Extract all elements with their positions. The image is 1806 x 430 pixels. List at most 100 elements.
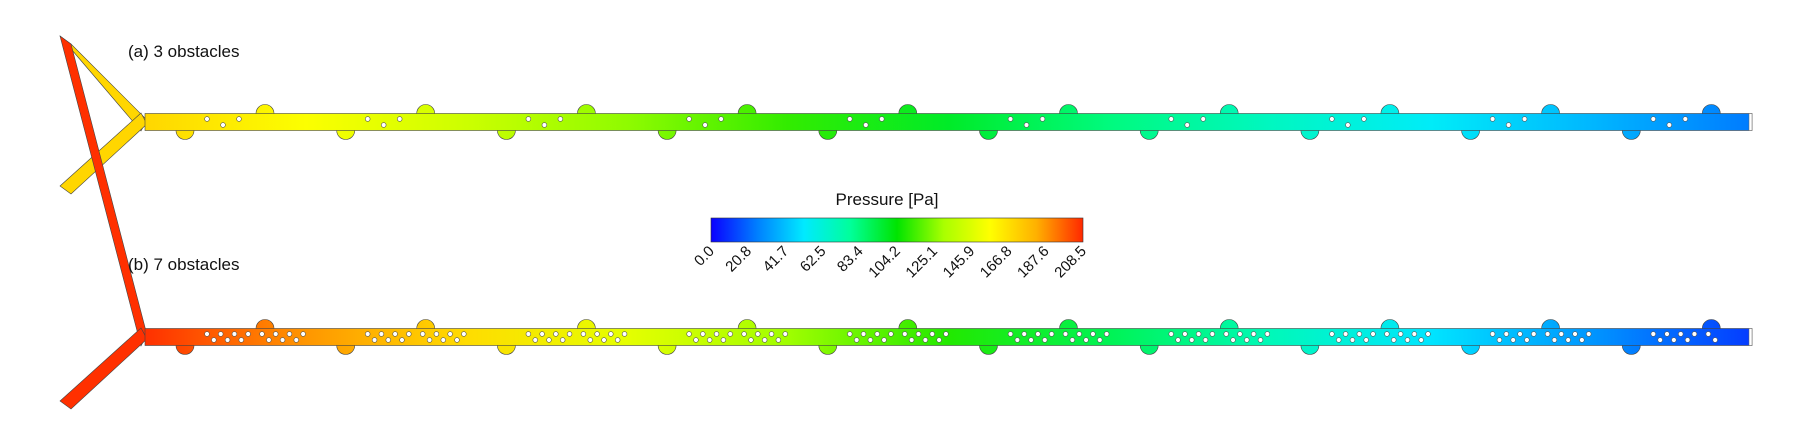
obstacle [1007,331,1014,337]
obstacle [1384,331,1390,337]
obstacle [1397,331,1404,337]
obstacle [204,116,210,122]
obstacle [553,331,559,337]
obstacle [1336,337,1342,343]
obstacle [1007,116,1014,122]
obstacle [1531,331,1537,337]
obstacle [365,116,371,122]
obstacle [1182,331,1188,337]
obstacle [532,337,538,343]
obstacle [755,331,761,337]
obstacle [860,331,867,337]
obstacle [1505,122,1512,128]
obstacle [706,337,713,343]
obstacle [1028,337,1034,343]
inlet-arm-lower [59,327,148,410]
obstacle [847,116,853,122]
obstacle [713,331,720,337]
obstacle [782,331,788,337]
obstacle [220,122,226,128]
obstacle [594,331,600,337]
obstacle [1021,331,1027,337]
obstacle [1691,331,1698,337]
panel-b-channel [59,35,1753,410]
obstacle [1097,337,1103,343]
obstacle [1069,337,1076,343]
obstacle [922,337,929,343]
obstacle [693,337,699,343]
obstacle [1712,337,1718,343]
panel-a-channel [59,35,1753,195]
obstacle [378,331,385,337]
obstacle [1184,122,1190,128]
obstacle [365,331,371,337]
obstacle [440,337,446,343]
obstacle [286,331,293,337]
panel-a-label: (a) 3 obstacles [128,42,240,61]
obstacle [720,337,727,343]
obstacle [686,116,692,122]
obstacle [1489,331,1496,337]
legend-colorbar [710,217,1084,243]
legend-tick-label: 187.6 [1014,243,1053,282]
obstacle [293,337,299,343]
obstacle [888,331,894,337]
obstacle [385,337,391,343]
obstacle [748,337,754,343]
obstacle [614,337,621,343]
obstacle [525,116,532,122]
obstacle [1551,337,1558,343]
obstacle [525,331,532,337]
obstacle [454,337,460,343]
obstacle [1195,331,1202,337]
obstacle [1572,331,1578,337]
legend-tick-labels: 0.0 20.8 41.7 62.5 83.4104.2125.1145.9166.81… [691,243,1090,282]
obstacle [1418,337,1424,343]
obstacle [1650,116,1657,122]
main-channel [144,328,1753,346]
obstacle [943,331,949,337]
obstacle [1411,331,1418,337]
obstacle [1558,331,1565,337]
obstacle [1103,331,1110,337]
obstacle [1042,337,1048,343]
obstacle [768,331,775,337]
obstacle [1425,331,1431,337]
obstacle [1579,337,1585,343]
obstacle [238,337,244,343]
obstacle [1349,337,1356,343]
obstacle [1250,331,1257,337]
obstacle [420,331,426,337]
obstacle [1168,116,1174,122]
obstacle [1356,331,1363,337]
obstacle [929,331,935,337]
obstacle [218,331,224,337]
obstacle [1503,331,1510,337]
obstacle [936,337,942,343]
obstacle [224,337,231,343]
channel-outlet [1748,113,1753,131]
obstacle [1489,116,1496,122]
obstacle [1230,337,1236,343]
obstacle [686,331,692,337]
obstacle [718,116,724,122]
legend-tick-label: 62.5 [797,243,830,276]
obstacle [273,331,279,337]
obstacle [566,331,573,337]
panel-b-label: (b) 7 obstacles [128,255,240,274]
obstacle [1650,331,1657,337]
obstacle [1014,337,1021,343]
obstacle [426,337,433,343]
obstacle [1521,116,1528,122]
obstacle [259,331,265,337]
obstacle [902,331,908,337]
legend-tick-label: 0.0 [691,243,718,270]
legend-tick-label: 83.4 [834,243,867,276]
obstacle [1666,122,1673,128]
obstacle [1363,337,1369,343]
obstacle [1200,116,1206,122]
obstacle [1329,116,1335,122]
obstacle [1083,337,1089,343]
obstacle [1175,337,1181,343]
obstacle [1342,331,1349,337]
